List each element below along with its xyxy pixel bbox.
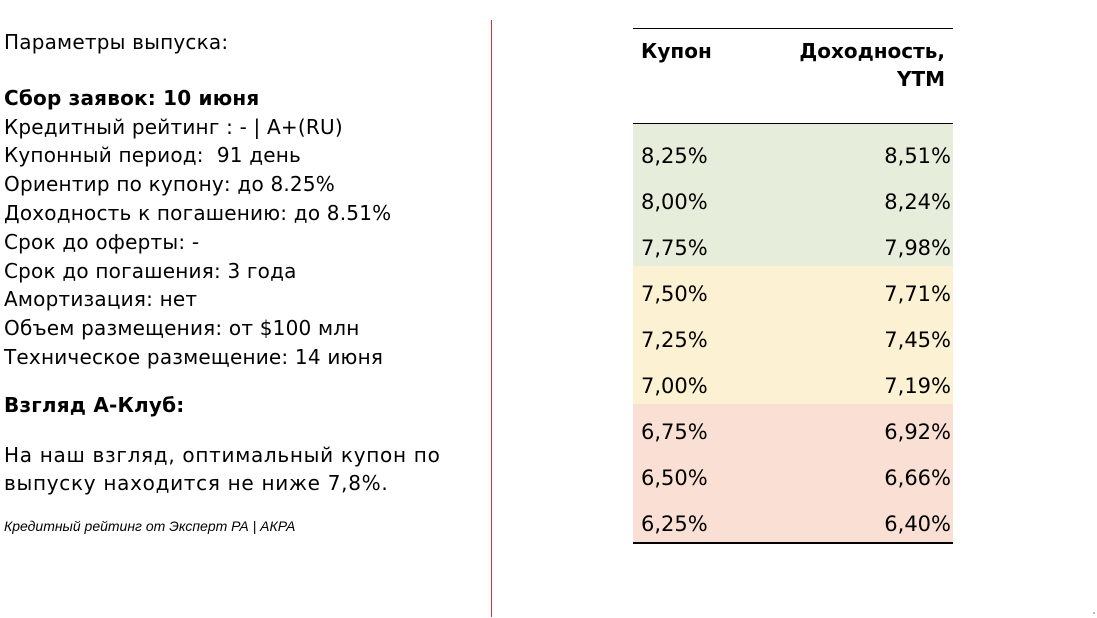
param-term-to-offer: Срок до оферты: - [4,229,200,254]
table-body: 8,25% 8,51% 8,00% 8,24% 7,75% 7,98% 7,50… [633,124,953,544]
ytm-cell: 7,98% [884,236,951,260]
column-header-coupon: Купон [641,39,712,63]
coupon-cell: 8,25% [641,144,708,168]
ytm-cell: 8,51% [884,144,951,168]
coupon-yield-table: Купон Доходность, YTM 8,25% 8,51% 8,00% … [633,28,953,544]
ytm-cell: 7,19% [884,374,951,398]
param-issue-volume: Объем размещения: от $100 млн [4,316,360,341]
rating-footnote: Кредитный рейтинг от Эксперт РА | АКРА [4,518,296,535]
table-header: Купон Доходность, YTM [633,28,953,124]
table-row: 7,75% 7,98% [633,220,953,268]
table-row: 8,00% 8,24% [633,174,953,220]
coupon-cell: 6,25% [641,512,708,536]
column-header-ytm-line1: Доходность, [799,39,945,63]
param-amortization: Амортизация: нет [4,287,198,312]
book-building-date: Сбор заявок: 10 июня [4,85,260,110]
param-term-to-maturity: Срок до погашения: 3 года [4,258,297,283]
coupon-cell: 6,50% [641,466,708,490]
table-row: 7,50% 7,71% [633,266,953,312]
table-row: 8,25% 8,51% [633,124,953,174]
param-yield-to-maturity: Доходность к погашению: до 8.51% [4,200,392,225]
view-text: На наш взгляд, оптимальный купон по выпу… [4,442,441,496]
param-coupon-guidance: Ориентир по купону: до 8.25% [4,172,335,197]
ytm-cell: 6,40% [884,512,951,536]
table-row: 6,50% 6,66% [633,450,953,496]
coupon-cell: 8,00% [641,190,708,214]
table-row: 7,25% 7,45% [633,312,953,358]
coupon-cell: 7,00% [641,374,708,398]
ytm-cell: 7,45% [884,328,951,352]
ytm-cell: 8,24% [884,190,951,214]
view-heading: Взгляд А-Клуб: [4,392,185,417]
table-row: 7,00% 7,19% [633,358,953,406]
table-row: 6,75% 6,92% [633,404,953,450]
table-row: 6,25% 6,40% [633,496,953,542]
ytm-cell: 7,71% [884,282,951,306]
column-header-ytm: Доходность, YTM [745,37,945,93]
ytm-cell: 6,66% [884,466,951,490]
param-technical-placement: Техническое размещение: 14 июня [4,344,384,369]
coupon-cell: 7,75% [641,236,708,260]
vertical-divider [491,20,492,617]
ytm-cell: 6,92% [884,420,951,444]
param-credit-rating: Кредитный рейтинг : - | А+(RU) [4,114,343,139]
parameters-list: Кредитный рейтинг : - | А+(RU) Купонный … [4,113,484,372]
parameters-heading: Параметры выпуска: [4,30,229,54]
coupon-cell: 6,75% [641,420,708,444]
column-header-ytm-line2: YTM [896,67,945,91]
coupon-cell: 7,50% [641,282,708,306]
corner-dot [1093,612,1095,614]
issue-parameters-panel: Параметры выпуска: Сбор заявок: 10 июня … [4,28,484,534]
coupon-cell: 7,25% [641,328,708,352]
param-coupon-period: Купонный период: 91 день [4,143,302,168]
